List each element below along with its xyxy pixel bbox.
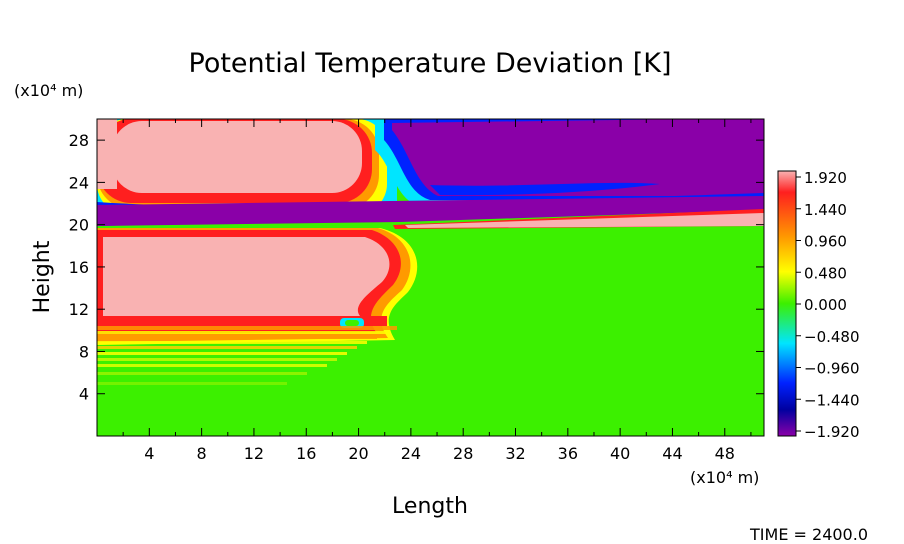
x-tick-label: 16 (296, 444, 316, 463)
colorbar-labels: 1.920 1.440 0.960 0.480 0.000 −0.480 −0.960 −1.… (796, 169, 860, 441)
colorbar (777, 170, 797, 437)
colorbar-label: 0.960 (804, 233, 847, 251)
x-axis-label: Length (392, 494, 468, 519)
colorbar-label: 1.440 (804, 201, 847, 219)
x-tick-label: 40 (610, 444, 630, 463)
x-tick-label: 24 (401, 444, 421, 463)
wave-stripes (97, 326, 397, 385)
y-tick-label: 24 (69, 173, 89, 192)
colorbar-label: 1.920 (804, 169, 847, 187)
x-tick-label: 28 (453, 444, 473, 463)
colorbar-label: −0.960 (804, 360, 860, 378)
y-tick-label: 12 (69, 300, 89, 319)
colorbar-label: 0.480 (804, 264, 847, 282)
colorbar-label: −1.920 (804, 423, 860, 441)
cold-layer (97, 193, 764, 229)
y-tick-label: 28 (69, 131, 89, 150)
upper-warm-anomaly (97, 119, 397, 214)
x-tick-label: 48 (715, 444, 735, 463)
x-unit-label: (x10⁴ m) (690, 468, 759, 487)
x-tick-label: 12 (244, 444, 264, 463)
x-tick-label: 20 (348, 444, 368, 463)
x-tick-label: 36 (558, 444, 578, 463)
lower-warm-anomaly (97, 228, 418, 345)
y-tick-label: 16 (69, 258, 89, 277)
x-tick-label: 44 (662, 444, 682, 463)
time-annotation: TIME = 2400.0 (749, 525, 868, 544)
y-unit-label: (x10⁴ m) (14, 81, 83, 100)
x-tick-label: 32 (505, 444, 525, 463)
y-axis-label: Height (30, 240, 55, 313)
heatmap-field (97, 119, 764, 436)
colorbar-label: −1.440 (804, 391, 860, 409)
y-tick-label: 8 (79, 342, 89, 361)
y-tick-label: 4 (79, 385, 89, 404)
y-tick-label: 20 (69, 216, 89, 235)
x-tick-label: 4 (144, 444, 154, 463)
chart-title: Potential Temperature Deviation [K] (189, 48, 672, 79)
colorbar-label: 0.000 (804, 296, 847, 314)
upper-cold-anomaly (375, 119, 764, 206)
colorbar-label: −0.480 (804, 328, 860, 346)
plot-frame (96, 118, 765, 437)
x-tick-label: 8 (197, 444, 207, 463)
